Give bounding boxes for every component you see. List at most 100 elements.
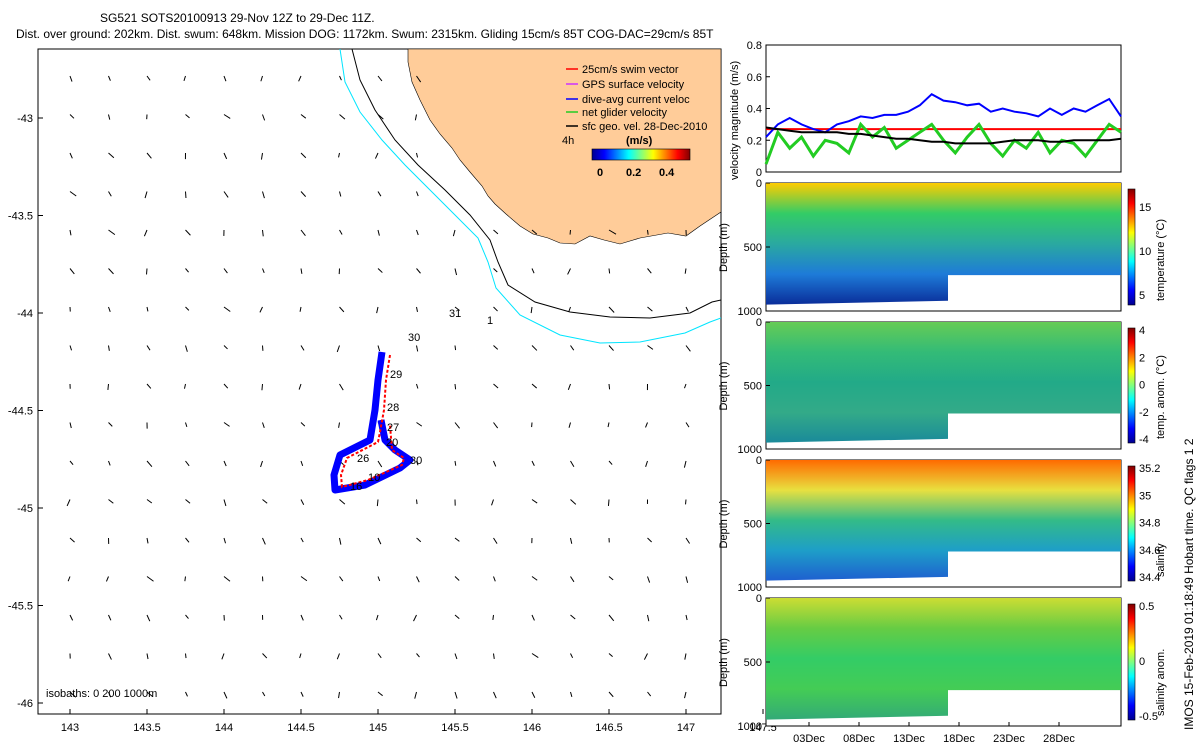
velocity-arrow xyxy=(454,576,460,581)
track-day-label: 1 xyxy=(487,315,493,327)
velocity-arrow xyxy=(531,576,538,581)
velocity-arrow xyxy=(339,229,343,235)
velocity-arrow xyxy=(144,191,148,199)
velocity-arrow xyxy=(570,460,575,468)
velocity-arrow xyxy=(607,499,610,507)
velocity-arrow xyxy=(300,576,308,582)
velocity-arrow xyxy=(608,229,617,235)
velocity-arrow xyxy=(262,114,266,121)
velocity-arrow xyxy=(299,653,302,659)
velocity-y-tick-label: 0.4 xyxy=(747,104,762,116)
section-colorbar-tick: 35.2 xyxy=(1139,463,1160,475)
velocity-arrow xyxy=(146,614,151,622)
section-x-tick-label: 03Dec xyxy=(793,733,825,745)
velocity-arrow xyxy=(531,229,538,235)
velocity-arrow xyxy=(108,614,112,621)
section-data-field xyxy=(766,183,1121,305)
velocity-arrow xyxy=(108,75,111,81)
legend-label-swim: 25cm/s swim vector xyxy=(582,64,679,76)
velocity-arrow xyxy=(493,422,499,429)
section-colorbar-tick: 2 xyxy=(1139,352,1145,364)
velocity-arrow xyxy=(223,499,227,507)
velocity-arrow xyxy=(567,383,571,391)
velocity-arrow xyxy=(339,537,342,545)
velocity-arrow xyxy=(223,691,228,699)
velocity-arrow xyxy=(684,268,687,274)
velocity-arrow xyxy=(300,691,304,697)
velocity-arrow xyxy=(493,268,498,273)
section-x-tick-label: 08Dec xyxy=(843,733,875,745)
velocity-arrow xyxy=(608,653,613,658)
velocity-arrow xyxy=(223,383,229,389)
velocity-arrow xyxy=(185,345,188,352)
velocity-arrow xyxy=(223,345,228,350)
section-colorbar-tick: 0.5 xyxy=(1139,601,1154,613)
legend-cbar-tick-0: 0 xyxy=(597,167,603,179)
section-data-field xyxy=(766,460,1121,581)
section-ylabel: Depth (m) xyxy=(718,500,730,549)
velocity-arrow xyxy=(260,460,263,468)
section-y-tick-label: 1000 xyxy=(738,582,762,594)
velocity-arrow xyxy=(377,691,383,697)
velocity-arrow xyxy=(146,306,149,312)
velocity-arrow xyxy=(300,229,306,237)
velocity-arrow xyxy=(300,114,307,119)
velocity-arrow xyxy=(146,653,149,660)
map-x-tick-label: 146.5 xyxy=(595,722,623,734)
velocity-arrow xyxy=(223,460,227,467)
map-x-tick-label: 145.5 xyxy=(441,722,469,734)
track-day-label: 27 xyxy=(387,422,399,434)
track-day-label: 10 xyxy=(368,472,380,484)
velocity-arrow xyxy=(375,614,379,621)
velocity-arrow xyxy=(300,191,307,197)
side-note: IMOS 15-Feb-2019 01:18:49 Hobart time. Q… xyxy=(1182,438,1196,730)
section-x-tick-label: 13Dec xyxy=(893,733,925,745)
velocity-arrow xyxy=(454,537,460,542)
velocity-arrow xyxy=(376,499,379,507)
section-colorbar-tick: -2 xyxy=(1139,407,1149,419)
velocity-arrow xyxy=(454,422,460,429)
track-day-label: 16 xyxy=(350,481,362,493)
section-x-tick-label: 23Dec xyxy=(993,733,1025,745)
velocity-arrow xyxy=(416,345,419,352)
velocity-arrow xyxy=(300,499,305,505)
section-y-tick-label: 1000 xyxy=(738,444,762,456)
velocity-arrow xyxy=(69,268,75,275)
section-panel: 0 500 1000 Depth (m) 4 2 0 -2 -4 temp. anom. (°C) xyxy=(718,317,1167,456)
velocity-y-tick-label: 0.8 xyxy=(747,40,762,52)
velocity-arrow xyxy=(339,114,346,120)
velocity-arrow xyxy=(66,499,71,507)
section-y-tick-label: 1000 xyxy=(738,721,762,733)
velocity-arrow xyxy=(608,383,611,390)
velocity-arrow xyxy=(336,653,340,660)
velocity-arrow xyxy=(261,383,263,391)
map-y-tick-label: -45.5 xyxy=(8,601,33,613)
velocity-arrow xyxy=(185,499,191,504)
velocity-arrow xyxy=(260,152,263,160)
velocity-arrow xyxy=(647,576,651,583)
velocity-arrow xyxy=(223,152,228,160)
section-ylabel: Depth (m) xyxy=(718,638,730,687)
map-x-tick-label: 144.5 xyxy=(287,722,315,734)
plot-title-line1: SG521 SOTS20100913 29-Nov 12Z to 29-Dec … xyxy=(100,11,375,25)
velocity-arrow xyxy=(108,345,110,351)
velocity-arrow xyxy=(570,576,575,583)
velocity-y-tick-label: 0.6 xyxy=(747,72,762,84)
velocity-arrow xyxy=(69,614,74,621)
map-y-tick-label: -44.5 xyxy=(8,406,33,418)
section-colorbar-tick: 34.8 xyxy=(1139,518,1160,530)
velocity-arrow xyxy=(607,422,610,428)
velocity-arrow xyxy=(300,152,307,159)
velocity-arrow xyxy=(69,422,72,429)
velocity-arrow xyxy=(336,345,340,353)
velocity-arrow xyxy=(185,268,189,273)
velocity-arrow xyxy=(146,383,152,389)
velocity-arrow xyxy=(493,460,497,467)
velocity-arrow xyxy=(377,460,383,468)
velocity-arrow xyxy=(685,537,691,544)
velocity-arrow xyxy=(69,75,73,82)
velocity-arrow xyxy=(262,191,265,199)
velocity-arrow xyxy=(185,422,188,428)
track-day-label: 30 xyxy=(408,332,420,344)
map-y-tick-label: -43.5 xyxy=(8,211,33,223)
